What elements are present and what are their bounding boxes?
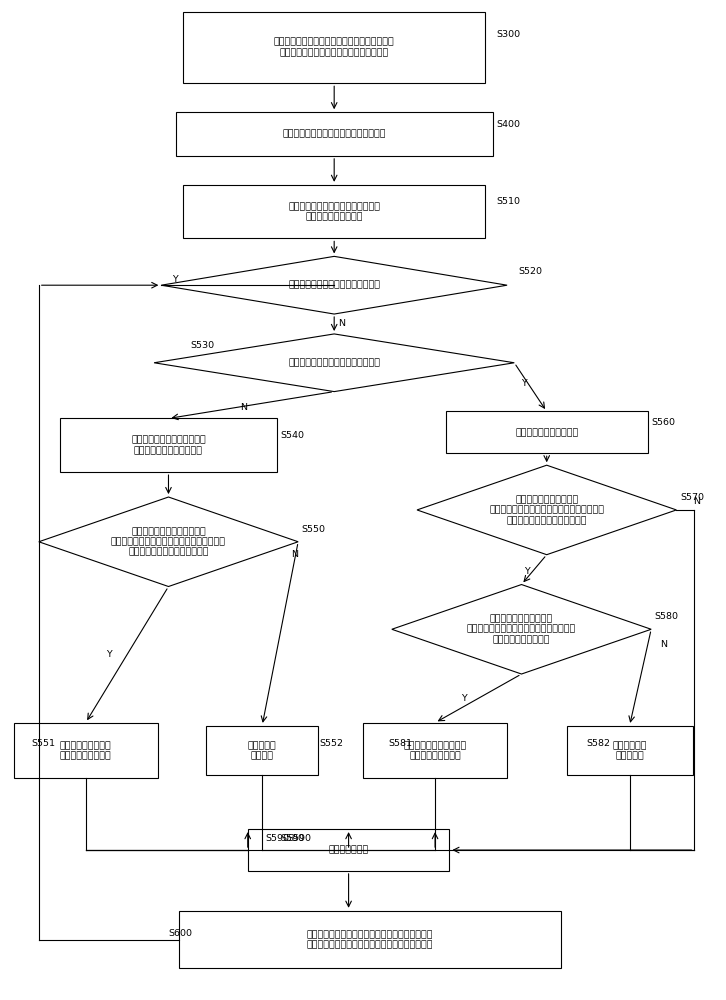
Text: S551: S551 <box>32 739 56 748</box>
Bar <box>179 911 561 968</box>
Text: 判断所述当前机器人几何
外形的任意一线段是否与任意一个所述下一
机器人任意一线段相交: 判断所述当前机器人几何 外形的任意一线段是否与任意一个所述下一 机器人任意一线段… <box>467 614 576 644</box>
Text: S552: S552 <box>319 739 344 748</box>
Text: S570: S570 <box>680 493 704 502</box>
Bar <box>446 411 648 453</box>
Polygon shape <box>392 585 651 674</box>
Text: 切换下一机器人: 切换下一机器人 <box>328 846 369 855</box>
Text: Y: Y <box>106 650 112 659</box>
Polygon shape <box>417 465 677 555</box>
Text: S520: S520 <box>518 267 542 276</box>
Bar <box>183 185 486 238</box>
Bar <box>176 112 493 156</box>
Text: 判断所述碰撞标记信息是否为机器人: 判断所述碰撞标记信息是否为机器人 <box>288 358 380 367</box>
Text: S582: S582 <box>587 739 611 748</box>
Polygon shape <box>161 256 507 314</box>
Text: 判断当前机器人是否有碰撞标记信息: 判断当前机器人是否有碰撞标记信息 <box>288 281 380 290</box>
Text: S540: S540 <box>280 431 304 440</box>
Text: S560: S560 <box>651 418 675 427</box>
Bar <box>566 726 693 775</box>
Text: 依次得到每个机器人几何外形顶点的坐标: 依次得到每个机器人几何外形顶点的坐标 <box>282 130 386 139</box>
Text: 根据机器人几何外形顶点进行
适应地图分辨率的插值运算: 根据机器人几何外形顶点进行 适应地图分辨率的插值运算 <box>131 436 206 455</box>
Bar <box>206 726 318 775</box>
Text: N: N <box>240 403 248 412</box>
Text: S400: S400 <box>497 120 521 129</box>
Text: S590: S590 <box>280 834 304 843</box>
Bar <box>60 418 277 472</box>
Bar <box>183 12 486 83</box>
Text: N: N <box>693 497 700 506</box>
Polygon shape <box>154 334 514 392</box>
Text: S580: S580 <box>655 612 679 621</box>
Text: 输出碰撞不
到障碍物: 输出碰撞不 到障碍物 <box>248 741 277 760</box>
Text: N: N <box>291 550 298 559</box>
Text: 预设每个机器人的中心点: 预设每个机器人的中心点 <box>515 428 579 437</box>
Text: N: N <box>661 640 667 649</box>
Text: S581: S581 <box>388 739 412 748</box>
Text: S550: S550 <box>302 525 326 534</box>
Text: Y: Y <box>172 275 178 284</box>
Text: 获取所有机器人几何外形顶点在所述
环境地图上的坐标信息: 获取所有机器人几何外形顶点在所述 环境地图上的坐标信息 <box>288 202 380 221</box>
Bar <box>363 723 507 778</box>
Text: Y: Y <box>461 694 467 703</box>
Text: S510: S510 <box>497 197 521 206</box>
Text: 采集所有碰撞标记信息、机器人自身信息，更新代
价地图，并调整所述机器人的移动速度和移动方向: 采集所有碰撞标记信息、机器人自身信息，更新代 价地图，并调整所述机器人的移动速度… <box>307 930 433 949</box>
Text: S590: S590 <box>287 834 311 843</box>
Text: Y: Y <box>524 567 530 576</box>
Text: 输出碰撞到障碍物，
标记所述碰撞机器人: 输出碰撞到障碍物， 标记所述碰撞机器人 <box>60 741 112 760</box>
Text: S300: S300 <box>497 30 521 39</box>
Text: S590: S590 <box>266 834 290 843</box>
Text: S600: S600 <box>168 929 192 938</box>
Text: 依次判断所述当前机器人
与任一个所述下一机器人之间的中心点坐标的
距离是否小于等于碰撞最小距离: 依次判断所述当前机器人 与任一个所述下一机器人之间的中心点坐标的 距离是否小于等… <box>489 495 604 525</box>
Text: 输出碰撞不到
其他机器人: 输出碰撞不到 其他机器人 <box>612 741 647 760</box>
Text: 机器人获取运动速度和运动轨迹，得到在预设时
间内进行仿真移动后的位置，创建环境地图: 机器人获取运动速度和运动轨迹，得到在预设时 间内进行仿真移动后的位置，创建环境地… <box>274 38 394 57</box>
Text: 输出碰撞到其他机器人，
标记所述碰撞机器人: 输出碰撞到其他机器人， 标记所述碰撞机器人 <box>404 741 467 760</box>
Text: S530: S530 <box>190 341 214 350</box>
Bar <box>248 829 449 871</box>
Text: N: N <box>338 319 346 328</box>
Bar <box>14 723 158 778</box>
Text: 按照标签先后顺序，依次判断
所述当前机器人几何外形上任意一顶点是否在
代价地图上的障碍物标识区域内: 按照标签先后顺序，依次判断 所述当前机器人几何外形上任意一顶点是否在 代价地图上… <box>111 527 226 557</box>
Polygon shape <box>38 497 298 587</box>
Text: Y: Y <box>521 379 527 388</box>
